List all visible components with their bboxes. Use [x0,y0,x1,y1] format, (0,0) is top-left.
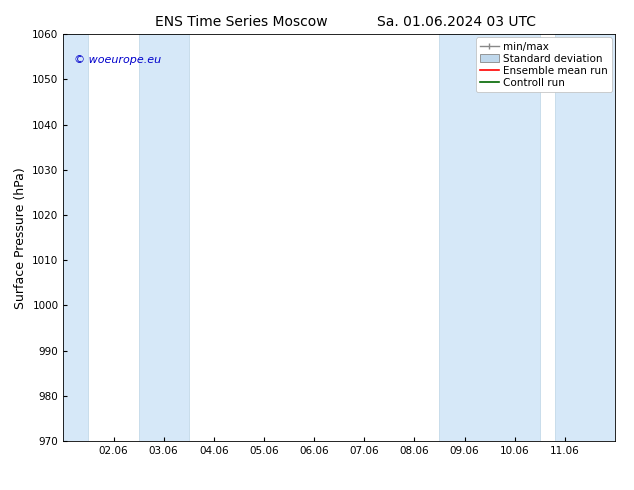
Bar [38,34,89,441]
Legend: min/max, Standard deviation, Ensemble mean run, Controll run: min/max, Standard deviation, Ensemble me… [476,37,612,92]
Bar [439,34,540,441]
Text: ENS Time Series Moscow: ENS Time Series Moscow [155,15,327,29]
Y-axis label: Surface Pressure (hPa): Surface Pressure (hPa) [14,167,27,309]
Bar [555,34,634,441]
Text: © woeurope.eu: © woeurope.eu [74,54,162,65]
Text: Sa. 01.06.2024 03 UTC: Sa. 01.06.2024 03 UTC [377,15,536,29]
Bar [139,34,189,441]
